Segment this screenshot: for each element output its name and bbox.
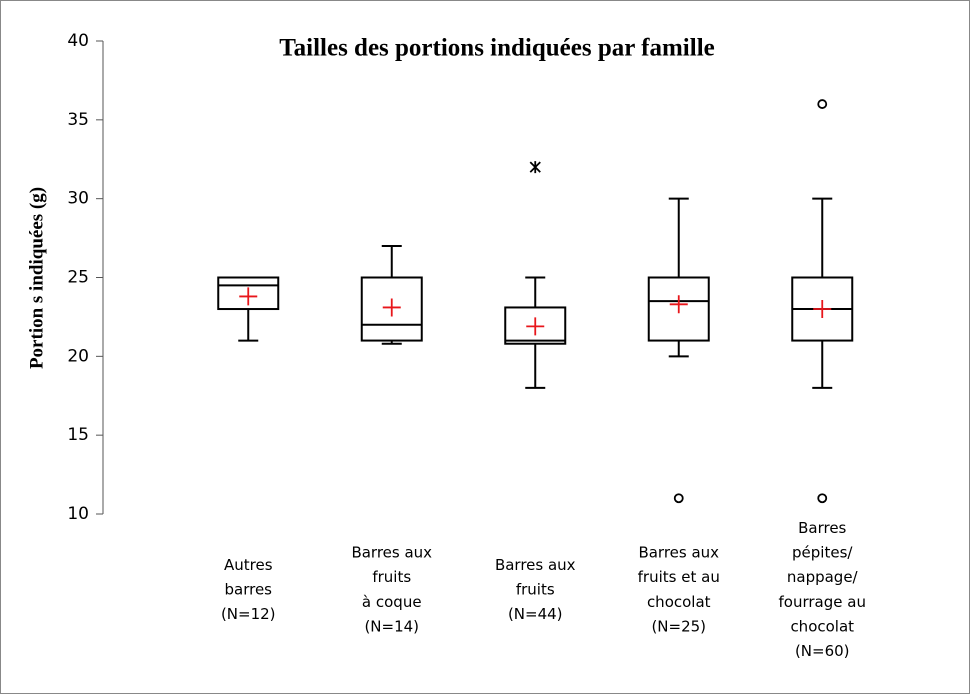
outlier (529, 161, 541, 174)
y-tick-label: 30 (67, 189, 89, 209)
x-tick-label: fruits (516, 581, 555, 599)
x-tick-label: (N=44) (508, 605, 563, 623)
x-tick-label: nappage/ (787, 568, 859, 586)
mean-marker (239, 287, 258, 306)
outlier (817, 493, 828, 504)
x-tick-label: (N=14) (364, 617, 419, 635)
x-tick-label: pépites/ (792, 544, 853, 562)
mean-marker (382, 298, 401, 317)
x-tick-label: barres (225, 581, 273, 599)
mean-marker (813, 300, 832, 319)
x-tick-label: chocolat (647, 593, 711, 611)
box (504, 306, 567, 345)
x-tick-label: chocolat (790, 617, 854, 635)
x-tick-label: fruits et au (638, 568, 720, 586)
x-tick-label: (N=12) (221, 605, 276, 623)
y-tick-label: 20 (67, 346, 89, 366)
box (647, 276, 710, 342)
box (360, 276, 423, 342)
y-tick-label: 35 (67, 110, 89, 130)
outlier (817, 99, 828, 109)
y-tick-label: 25 (67, 268, 89, 288)
x-tick-label: fruits (372, 568, 411, 586)
mean-marker (669, 295, 688, 314)
x-tick-label: Barres aux (351, 544, 432, 562)
x-tick-label: Barres aux (495, 556, 576, 574)
x-tick-label: Barres (798, 519, 846, 537)
y-tick-label: 40 (67, 31, 89, 51)
x-tick-label: (N=60) (795, 642, 850, 660)
x-tick-label: (N=25) (651, 617, 706, 635)
chart-title: Tailles des portions indiquées par famil… (279, 35, 715, 62)
y-axis-label: Portion s indiquées (g) (26, 187, 47, 369)
y-tick-label: 10 (67, 504, 89, 524)
x-tick-label: à coque (362, 593, 422, 611)
x-tick-label: fourrage au (779, 593, 866, 611)
box (217, 276, 280, 311)
x-tick-label: Barres aux (638, 544, 719, 562)
outlier (673, 493, 684, 504)
y-tick-label: 15 (67, 425, 89, 445)
x-tick-label: Autres (224, 556, 273, 574)
mean-marker (526, 317, 545, 336)
